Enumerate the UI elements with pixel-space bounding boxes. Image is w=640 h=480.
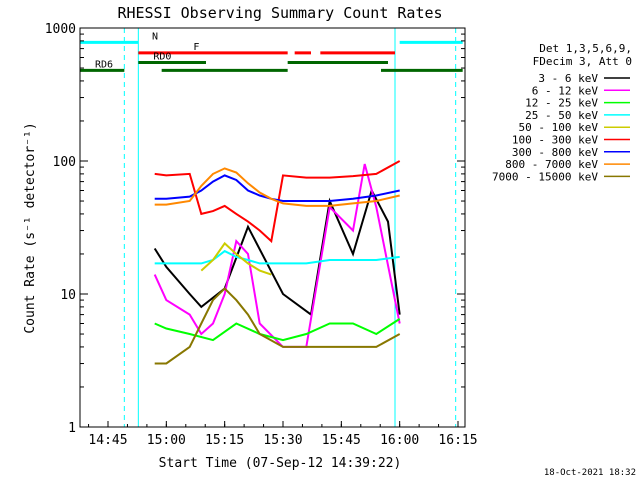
plot-area: N F RD0 RD6 <box>80 28 463 427</box>
series-line <box>154 287 401 365</box>
legend-entry-label: 7000 - 15000 keV <box>492 170 598 183</box>
y-tick-label: 1000 <box>45 22 76 37</box>
legend-entry-label: 25 - 50 keV <box>525 109 598 122</box>
x-tick-label: 15:45 <box>322 433 361 448</box>
x-tick-label: 16:15 <box>438 433 477 448</box>
series-line <box>154 318 401 342</box>
date-stamp: 18-Oct-2021 18:32 <box>544 468 636 478</box>
flag-bar-label: N <box>152 31 158 42</box>
legend-header-line-2: FDecim 3, Att 0 <box>533 55 632 68</box>
series-line <box>154 249 400 265</box>
flag-bar-label: F <box>193 42 199 53</box>
x-axis-label: Start Time (07-Sep-12 14:39:22) <box>159 456 402 471</box>
flag-bar-label: RD0 <box>153 52 171 63</box>
x-tick-label: 15:15 <box>205 433 244 448</box>
y-tick-label: 1 <box>68 421 76 436</box>
legend-entry-label: 12 - 25 keV <box>525 97 598 110</box>
series-line <box>153 163 401 348</box>
y-tick-label: 100 <box>53 155 76 170</box>
legend-entry-label: 800 - 7000 keV <box>505 158 598 171</box>
y-axis: 1 10 100 1000 <box>45 22 465 436</box>
chart-title: RHESSI Observing Summary Count Rates <box>117 4 442 22</box>
legend-header-line-1: Det 1,3,5,6,9, <box>539 42 632 55</box>
flag-bar-label: RD6 <box>95 59 113 70</box>
legend-entry-label: 3 - 6 keV <box>538 72 598 85</box>
x-tick-label: 14:45 <box>88 433 127 448</box>
x-tick-label: 15:00 <box>147 433 186 448</box>
legend: Det 1,3,5,6,9, FDecim 3, Att 0 3 - 6 keV… <box>492 42 632 183</box>
series-line <box>154 167 400 207</box>
plot-frame <box>79 27 466 428</box>
legend-entry-label: 300 - 800 keV <box>512 146 598 159</box>
x-axis: 14:45 15:00 15:15 15:30 15:45 16:00 16:15 <box>88 421 478 448</box>
y-axis-label: Count Rate (s⁻¹ detector⁻¹) <box>23 122 38 333</box>
x-tick-label: 15:30 <box>263 433 302 448</box>
x-tick-label: 16:00 <box>380 433 419 448</box>
y-tick-label: 10 <box>60 288 76 303</box>
legend-entry-label: 6 - 12 keV <box>532 84 599 97</box>
legend-entry-label: 50 - 100 keV <box>519 121 599 134</box>
series-line <box>200 241 272 276</box>
legend-entry-label: 100 - 300 keV <box>512 134 598 147</box>
